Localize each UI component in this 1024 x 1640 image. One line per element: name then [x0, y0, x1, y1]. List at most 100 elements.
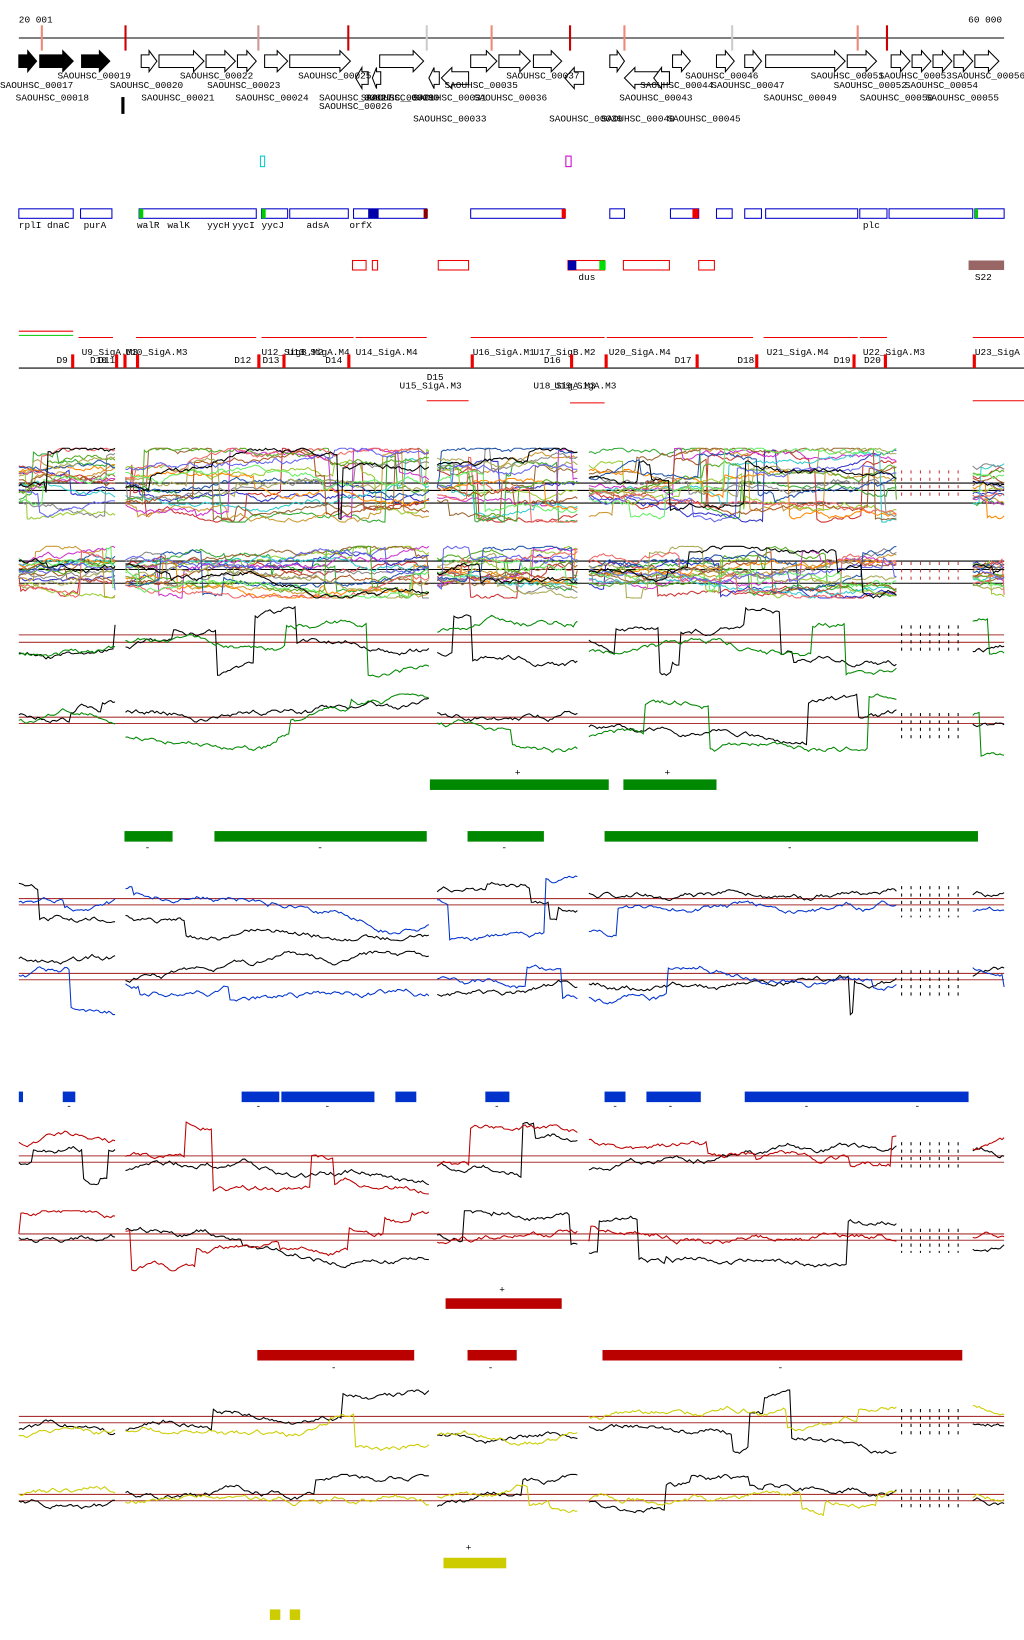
- signal-trace: [437, 456, 578, 523]
- segment-sign: +: [499, 1284, 505, 1295]
- signal-trace: [972, 1423, 1005, 1428]
- gene-label: SAOUHSC_00033: [413, 114, 487, 125]
- annotation-fill: [561, 208, 566, 219]
- signal-trace: [588, 474, 897, 517]
- gene-label: SAOUHSC_00030: [366, 93, 440, 104]
- signal-trace: [972, 711, 1005, 757]
- operon-label: U16_SigA.M1: [473, 347, 535, 358]
- gene-arrow: [498, 49, 532, 73]
- gene-arrow: [890, 49, 911, 74]
- signal-trace: [125, 1226, 429, 1269]
- signal-trace: [972, 473, 1005, 480]
- signal-trace: [125, 697, 429, 723]
- segment-bar: [604, 831, 978, 842]
- annotation-fill: [368, 208, 379, 219]
- annotation-fill: [423, 208, 428, 219]
- signal-trace: [972, 491, 1005, 498]
- gene-label: SAOUHSC_00047: [711, 80, 784, 91]
- signal-trace: [437, 463, 578, 488]
- signal-trace: [588, 559, 897, 597]
- annotation-label: walR: [137, 220, 160, 231]
- segment-sign: -: [256, 1101, 262, 1112]
- signal-trace: [588, 447, 897, 521]
- segment-bar: [269, 1609, 281, 1620]
- terminator: [570, 354, 574, 369]
- terminator: [282, 354, 286, 369]
- annotation-box: [765, 208, 859, 219]
- segment-sign: -: [612, 1101, 618, 1112]
- annotation-fill: [139, 208, 144, 219]
- annotation-box: [715, 208, 733, 219]
- region-fill: [567, 260, 577, 270]
- signal-trace: [18, 468, 116, 496]
- gene-arrow: [18, 49, 38, 74]
- signal-trace: [588, 545, 897, 599]
- gene-arrow: [609, 48, 626, 74]
- gene-label: SAOUHSC_00018: [16, 93, 90, 104]
- terminator: [972, 354, 976, 369]
- signal-trace: [972, 1231, 1005, 1239]
- annotation-box: [289, 208, 349, 219]
- signal-trace: [436, 451, 578, 475]
- signal-trace: [972, 906, 1005, 912]
- gene-arrow: [236, 49, 257, 74]
- signal-trace: [588, 965, 897, 1005]
- signal-trace: [588, 693, 897, 746]
- gene-arrow: [470, 49, 498, 73]
- signal-trace: [125, 619, 430, 678]
- signal-trace: [437, 469, 578, 513]
- signal-trace: [437, 464, 578, 522]
- segment-sign: -: [787, 842, 793, 853]
- gene-arrow: [205, 49, 237, 73]
- signal-trace: [125, 545, 430, 579]
- signal-trace: [972, 482, 1005, 520]
- signal-trace: [436, 719, 578, 753]
- signal-trace: [125, 545, 430, 599]
- signal-trace: [18, 1426, 116, 1438]
- signal-trace: [437, 459, 578, 523]
- signal-trace: [588, 568, 897, 593]
- gene-label: SAOUHSC_00020: [110, 80, 184, 91]
- signal-trace: [436, 545, 578, 590]
- operon-label: U10_SigA.M3: [126, 347, 188, 358]
- annotation-label: walK: [167, 220, 190, 231]
- down-label: D9: [56, 355, 68, 366]
- annotation-fill: [974, 208, 978, 219]
- signal-trace: [125, 1121, 429, 1195]
- down-label: D11: [98, 355, 115, 366]
- signal-trace: [125, 605, 430, 676]
- signal-trace: [18, 1485, 116, 1497]
- gene-arrow-reverse: [355, 65, 369, 91]
- signal-trace: [972, 560, 1005, 598]
- signal-trace: [18, 454, 116, 495]
- signal-trace: [588, 693, 897, 753]
- region-box: [698, 259, 715, 271]
- gene-label: SAOUHSC_00021: [141, 93, 215, 104]
- down-label: D14: [325, 355, 342, 366]
- signal-trace: [18, 582, 116, 599]
- gene-arrow: [532, 49, 563, 73]
- signal-trace: [972, 492, 1005, 501]
- segment-bar: [646, 1091, 701, 1103]
- signal-trace: [972, 564, 1005, 581]
- gene-arrow: [289, 49, 352, 73]
- segment-sign: -: [501, 842, 507, 853]
- signal-trace: [588, 1473, 897, 1514]
- signal-trace: [18, 1233, 116, 1243]
- operon-label: U20_SigA.M4: [609, 347, 671, 358]
- signal-trace: [125, 886, 430, 935]
- annotation-box: [888, 208, 974, 219]
- segment-bar: [445, 1298, 562, 1309]
- segment-sign: -: [668, 1101, 674, 1112]
- terminator: [257, 354, 261, 369]
- signal-trace: [972, 1497, 1005, 1507]
- region-box: [351, 259, 367, 271]
- signal-trace: [972, 1493, 1005, 1503]
- annotation-box: [859, 208, 888, 219]
- signal-trace: [18, 1130, 116, 1148]
- signal-trace: [125, 457, 430, 498]
- signal-trace: [588, 888, 897, 902]
- signal-trace: [972, 475, 1005, 484]
- gene-label: SAOUHSC_00035: [445, 80, 519, 91]
- gene-label: SAOUHSC_00055: [926, 93, 1000, 104]
